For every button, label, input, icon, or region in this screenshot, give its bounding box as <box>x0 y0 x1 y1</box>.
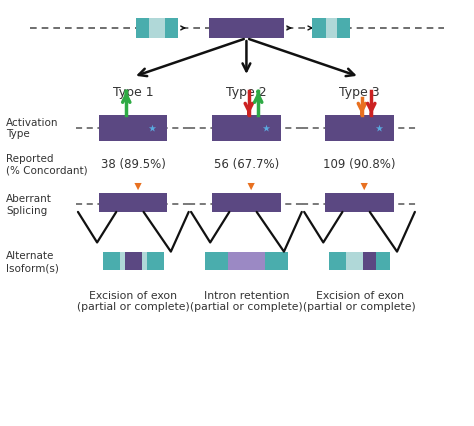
Bar <box>325 194 394 213</box>
Bar <box>325 115 394 141</box>
Point <box>262 125 269 132</box>
Point <box>149 125 156 132</box>
Bar <box>103 253 120 271</box>
Text: 109 (90.8%): 109 (90.8%) <box>323 158 396 171</box>
Text: Type 3: Type 3 <box>339 86 380 99</box>
Bar <box>329 253 390 271</box>
Bar <box>329 253 346 271</box>
Bar <box>205 253 228 271</box>
Point <box>375 125 383 132</box>
Bar <box>205 253 288 271</box>
Bar <box>103 253 164 271</box>
Text: Intron retention: Intron retention <box>204 291 289 300</box>
Text: Type 2: Type 2 <box>226 86 267 99</box>
Bar <box>228 253 264 271</box>
Bar <box>99 115 167 141</box>
Bar <box>99 194 167 213</box>
Bar <box>136 19 149 39</box>
Bar <box>136 19 178 39</box>
Bar <box>164 19 178 39</box>
Bar <box>337 19 350 39</box>
Text: Alternate
Isoform(s): Alternate Isoform(s) <box>6 251 59 273</box>
Bar <box>212 115 281 141</box>
Bar <box>312 19 350 39</box>
Bar <box>363 253 376 271</box>
Bar <box>212 194 281 213</box>
Bar <box>312 19 326 39</box>
Bar <box>373 253 390 271</box>
Text: (partial or complete): (partial or complete) <box>303 301 416 311</box>
Text: Reported
(% Concordant): Reported (% Concordant) <box>6 153 88 175</box>
Text: Aberrant
Splicing: Aberrant Splicing <box>6 194 52 215</box>
Bar <box>209 19 284 39</box>
Bar <box>125 253 142 271</box>
Bar <box>264 253 288 271</box>
Text: Excision of exon: Excision of exon <box>316 291 403 300</box>
Text: Activation
Type: Activation Type <box>6 118 59 139</box>
Text: 38 (89.5%): 38 (89.5%) <box>101 158 166 171</box>
Text: Type 1: Type 1 <box>113 86 154 99</box>
Text: 56 (67.7%): 56 (67.7%) <box>214 158 279 171</box>
Text: (partial or complete): (partial or complete) <box>77 301 190 311</box>
Text: Excision of exon: Excision of exon <box>89 291 177 300</box>
Text: (partial or complete): (partial or complete) <box>190 301 303 311</box>
Bar <box>147 253 164 271</box>
